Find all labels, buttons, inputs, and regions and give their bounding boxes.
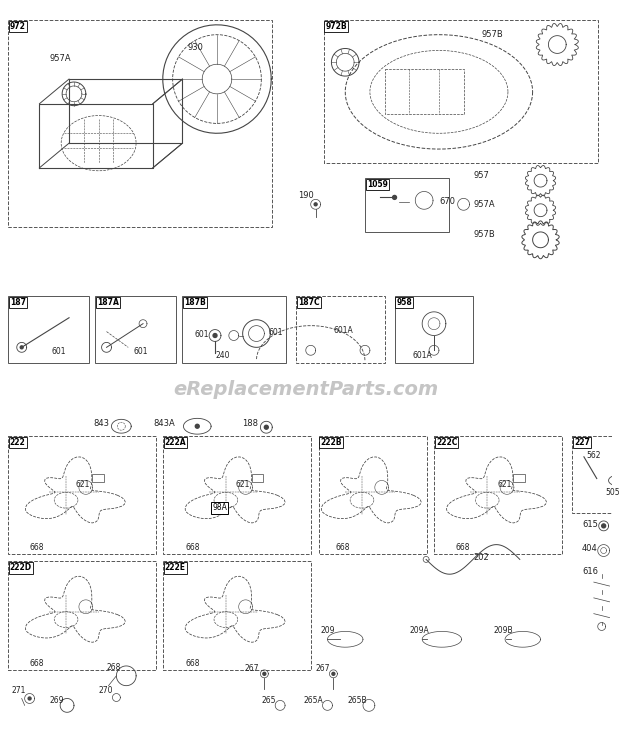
Text: 98A: 98A	[212, 503, 227, 512]
Text: 265A: 265A	[304, 696, 324, 705]
Text: 187C: 187C	[298, 298, 319, 307]
Bar	[252, 474, 264, 482]
Bar	[434, 436, 562, 554]
Bar	[95, 296, 175, 363]
Polygon shape	[332, 673, 335, 676]
Text: 188: 188	[242, 420, 258, 429]
Text: 267: 267	[245, 664, 259, 673]
Text: 267: 267	[316, 664, 330, 673]
Bar	[513, 474, 525, 482]
Text: 601: 601	[194, 330, 209, 339]
Text: 190: 190	[298, 190, 314, 199]
Text: 240: 240	[215, 351, 229, 360]
Text: 601: 601	[268, 327, 283, 336]
Text: 668: 668	[456, 542, 470, 551]
Text: 668: 668	[30, 659, 44, 668]
Text: 972: 972	[10, 22, 26, 31]
Text: 601A: 601A	[334, 326, 353, 335]
Text: 621: 621	[76, 481, 91, 490]
Text: 562: 562	[586, 451, 600, 460]
Text: 972B: 972B	[326, 22, 347, 31]
Text: 187A: 187A	[97, 298, 118, 307]
Text: 271: 271	[12, 686, 26, 695]
Text: 621: 621	[236, 481, 250, 490]
Text: 202: 202	[474, 553, 489, 562]
Text: 222A: 222A	[165, 438, 187, 447]
Text: 668: 668	[30, 542, 44, 551]
Polygon shape	[195, 424, 199, 429]
Text: 957A: 957A	[474, 200, 495, 209]
Text: eReplacementParts.com: eReplacementParts.com	[173, 380, 438, 400]
Bar	[162, 562, 311, 670]
Polygon shape	[601, 524, 606, 527]
Bar	[365, 178, 449, 232]
Bar	[572, 436, 620, 513]
Text: 616: 616	[582, 567, 598, 577]
Text: 957A: 957A	[50, 54, 71, 63]
Text: 404: 404	[582, 544, 598, 553]
Polygon shape	[314, 203, 317, 206]
Bar	[8, 562, 156, 670]
Text: 222: 222	[10, 438, 25, 447]
Bar	[319, 436, 427, 554]
Text: 668: 668	[185, 542, 200, 551]
Text: 621: 621	[497, 481, 511, 490]
Text: 222E: 222E	[165, 563, 186, 572]
Text: 187: 187	[10, 298, 26, 307]
Polygon shape	[264, 426, 268, 429]
Bar	[296, 296, 384, 363]
Text: 222B: 222B	[321, 438, 342, 447]
Text: 601: 601	[133, 347, 148, 356]
Text: 222C: 222C	[436, 438, 458, 447]
Polygon shape	[28, 697, 31, 700]
Polygon shape	[392, 196, 397, 199]
Text: 222D: 222D	[10, 563, 32, 572]
Text: 265B: 265B	[347, 696, 367, 705]
Polygon shape	[263, 673, 266, 676]
Bar	[162, 436, 311, 554]
Bar	[394, 296, 474, 363]
Bar	[182, 296, 286, 363]
Bar	[8, 20, 272, 227]
Text: 958: 958	[397, 298, 412, 307]
Text: 843: 843	[94, 420, 110, 429]
Text: 670: 670	[439, 197, 455, 206]
Bar	[8, 436, 156, 554]
Text: 601: 601	[51, 347, 66, 356]
Text: 209A: 209A	[409, 626, 429, 635]
Text: 668: 668	[185, 659, 200, 668]
Text: 615: 615	[582, 520, 598, 529]
Text: 601A: 601A	[412, 351, 432, 360]
Text: 209: 209	[321, 626, 335, 635]
Text: 270: 270	[99, 686, 113, 695]
Text: 209B: 209B	[493, 626, 513, 635]
Bar	[8, 296, 89, 363]
Text: 268: 268	[107, 663, 121, 672]
Bar	[324, 20, 598, 163]
Text: 843A: 843A	[153, 420, 175, 429]
Text: 265: 265	[262, 696, 276, 705]
Text: 227: 227	[574, 438, 590, 447]
Text: 269: 269	[50, 696, 64, 705]
Polygon shape	[20, 346, 23, 349]
Text: 957B: 957B	[481, 30, 503, 39]
Text: 505: 505	[606, 488, 620, 498]
Text: 957: 957	[474, 171, 489, 180]
Bar	[92, 474, 104, 482]
Text: 957B: 957B	[474, 230, 495, 239]
Polygon shape	[213, 333, 217, 338]
Text: 668: 668	[335, 542, 350, 551]
Text: 187B: 187B	[184, 298, 206, 307]
Text: 930: 930	[187, 42, 203, 51]
Text: 1059: 1059	[367, 179, 388, 189]
